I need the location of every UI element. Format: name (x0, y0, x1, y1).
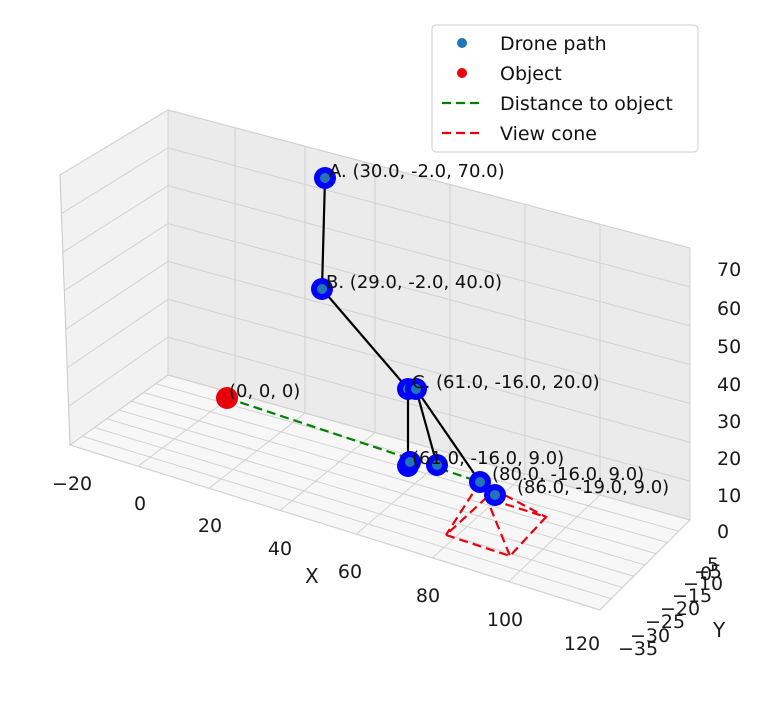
x-tick-label: −20 (52, 473, 92, 495)
object-point (216, 387, 238, 409)
legend-label: Object (500, 63, 562, 85)
y-tick-label: 5 (707, 554, 719, 576)
y-tick-label: 0 (700, 563, 712, 585)
x-tick-label: 120 (564, 633, 600, 655)
point-label-E: (61.0, -16.0, 9.0) (412, 448, 564, 469)
legend-label: Drone path (500, 33, 607, 55)
z-tick-label: 0 (717, 521, 729, 543)
point-label-H: (80.0, -16.0, 9.0) (492, 464, 644, 485)
grid-lines (59, 109, 691, 611)
drone-point-center (432, 460, 442, 470)
z-tick-label: 40 (717, 374, 741, 396)
legend-box (431, 24, 699, 153)
point-label-B: B. (29.0, -2.0, 40.0) (326, 272, 502, 293)
drone-point-center (405, 457, 415, 467)
legend-marker (457, 68, 467, 78)
y-tick-label: −25 (645, 611, 685, 633)
legend-item: Object (457, 63, 562, 85)
path-arrow (415, 388, 481, 483)
y-tick-label: −35 (618, 638, 658, 660)
point-labels: (0, 0, 0) A. (30.0, -2.0, 70.0) B. (29.0, … (229, 161, 669, 498)
path-arrow (414, 388, 439, 466)
z-tick-label: 60 (717, 298, 741, 320)
z-tick-label: 20 (717, 448, 741, 470)
z-tick-label: 50 (717, 336, 741, 358)
legend-label: View cone (500, 123, 597, 145)
y-tick-label: −20 (660, 598, 700, 620)
object-label: (0, 0, 0) (229, 381, 300, 402)
point-label-I: (86.0, -19.0, 9.0) (517, 477, 669, 498)
y-tick-label: −15 (672, 585, 712, 607)
legend: Drone path Object Distance to object View c… (431, 24, 699, 153)
tick-labels: −20020406080100120010203040506070−35−30−… (52, 259, 741, 660)
view-cone-edge (479, 481, 547, 518)
point-label-A: A. (30.0, -2.0, 70.0) (329, 161, 505, 182)
drone-point-center (320, 173, 330, 183)
x-axis-title: X (305, 564, 319, 588)
y-tick-label: −30 (630, 625, 670, 647)
y-tick-label: −5 (694, 561, 722, 583)
legend-item: Distance to object (442, 93, 673, 115)
axes-panes (59, 109, 691, 611)
distance-line (226, 396, 481, 484)
y-tick-label: −10 (683, 573, 723, 595)
z-tick-label: 30 (717, 411, 741, 433)
drone-point-center (317, 284, 327, 294)
y-axis-title: Y (712, 618, 726, 642)
x-tick-label: 20 (198, 515, 222, 537)
drone-point-center (490, 490, 500, 500)
point-label-C: C. (61.0, -16.0, 20.0) (412, 372, 600, 393)
legend-item: Drone path (457, 33, 607, 55)
view-cone-edge (445, 481, 481, 536)
path-arrow (318, 177, 327, 290)
path-arrow (321, 288, 409, 390)
z-tick-label: 10 (717, 485, 741, 507)
legend-label: Distance to object (500, 93, 673, 115)
x-tick-label: 0 (134, 493, 146, 515)
drone-points (216, 167, 506, 506)
legend-marker (457, 38, 467, 48)
x-tick-label: 40 (268, 538, 292, 560)
drone-point-center (411, 384, 421, 394)
x-tick-label: 100 (487, 609, 523, 631)
x-tick-label: 80 (416, 585, 440, 607)
drone-point-center (475, 477, 485, 487)
z-tick-label: 70 (717, 259, 741, 281)
distance-to-object-line (226, 396, 481, 484)
legend-item: View cone (442, 123, 597, 145)
x-tick-label: 60 (338, 561, 362, 583)
